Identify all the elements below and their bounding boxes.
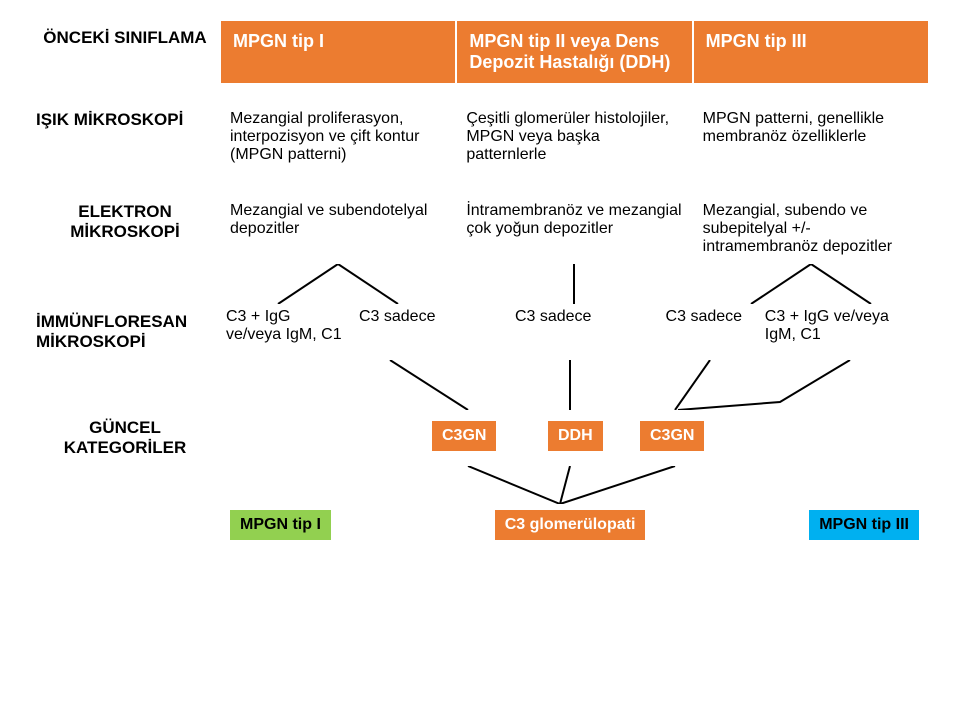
current-row-label: GÜNCEL KATEGORİLER <box>30 410 220 466</box>
if-row: İMMÜNFLORESAN MİKROSKOPİ C3 + IgG ve/vey… <box>30 304 929 360</box>
em-row: ELEKTRON MİKROSKOPİ Mezangial ve subendo… <box>30 194 929 264</box>
current-box-1: C3GN <box>432 421 496 451</box>
bottom-box-2: C3 glomerülopati <box>495 510 646 540</box>
lines-em-if-col2 <box>456 264 692 304</box>
converge-lines-2 <box>220 466 920 504</box>
bottom-row: MPGN tip I C3 glomerülopati MPGN tip III <box>30 510 929 540</box>
current-row: GÜNCEL KATEGORİLER C3GN DDH C3GN <box>30 410 929 466</box>
if-row-label: İMMÜNFLORESAN MİKROSKOPİ <box>30 304 220 360</box>
lines-if-current-svgwrap <box>220 360 929 410</box>
current-boxes: C3GN DDH C3GN <box>220 421 929 455</box>
spacer <box>30 466 220 504</box>
lines-em-if-col1 <box>220 264 456 304</box>
light-col-2: Çeşitli glomerüler histolojiler, MPGN ve… <box>456 102 692 172</box>
bottom-box-1: MPGN tip I <box>230 510 331 540</box>
converge-lines-1 <box>220 360 920 410</box>
header-col-3: MPGN tip III <box>693 20 929 84</box>
lines-em-if-col3 <box>693 264 929 304</box>
if-subs: C3 + IgG ve/veya IgM, C1 C3 sadece C3 sa… <box>220 304 929 360</box>
lines-if-current <box>30 360 929 410</box>
spacer <box>30 360 220 410</box>
current-box-3: C3GN <box>640 421 704 451</box>
light-col-1: Mezangial proliferasyon, interpozisyon v… <box>220 102 456 172</box>
em-col-1: Mezangial ve subendotelyal depozitler <box>220 194 456 264</box>
lines-current-bottom-svgwrap <box>220 466 929 504</box>
light-row: IŞIK MİKROSKOPİ Mezangial proliferasyon,… <box>30 102 929 172</box>
lines-em-if <box>30 264 929 304</box>
light-col-3: MPGN patterni, genellikle membranöz özel… <box>693 102 929 172</box>
header-col-1: MPGN tip I <box>220 20 456 84</box>
straight-line-2 <box>464 264 684 304</box>
light-row-label: IŞIK MİKROSKOPİ <box>30 102 220 172</box>
header-col-2: MPGN tip II veya Dens Depozit Hastalığı … <box>456 20 692 84</box>
if-sub-2: C3 sadece <box>348 304 447 360</box>
if-sub-4: C3 sadece <box>660 304 759 360</box>
em-col-3: Mezangial, subendo ve subepitelyal +/- i… <box>693 194 929 264</box>
lines-current-bottom <box>30 466 929 504</box>
em-col-2: İntramembranöz ve mezangial çok yoğun de… <box>456 194 692 264</box>
fork-lines-1 <box>228 264 448 304</box>
header-row-label: ÖNCEKİ SINIFLAMA <box>30 20 220 84</box>
if-sub-1: C3 + IgG ve/veya IgM, C1 <box>220 304 348 360</box>
header-row: ÖNCEKİ SINIFLAMA MPGN tip I MPGN tip II … <box>30 20 929 84</box>
if-sub-5: C3 + IgG ve/veya IgM, C1 <box>759 304 929 360</box>
if-sub-3: C3 sadece <box>447 304 660 360</box>
current-box-2: DDH <box>548 421 603 451</box>
bottom-box-3: MPGN tip III <box>809 510 919 540</box>
fork-lines-3 <box>701 264 921 304</box>
bottom-boxes: MPGN tip I C3 glomerülopati MPGN tip III <box>220 510 929 540</box>
spacer <box>30 264 220 304</box>
spacer <box>30 517 220 533</box>
em-row-label: ELEKTRON MİKROSKOPİ <box>30 194 220 264</box>
